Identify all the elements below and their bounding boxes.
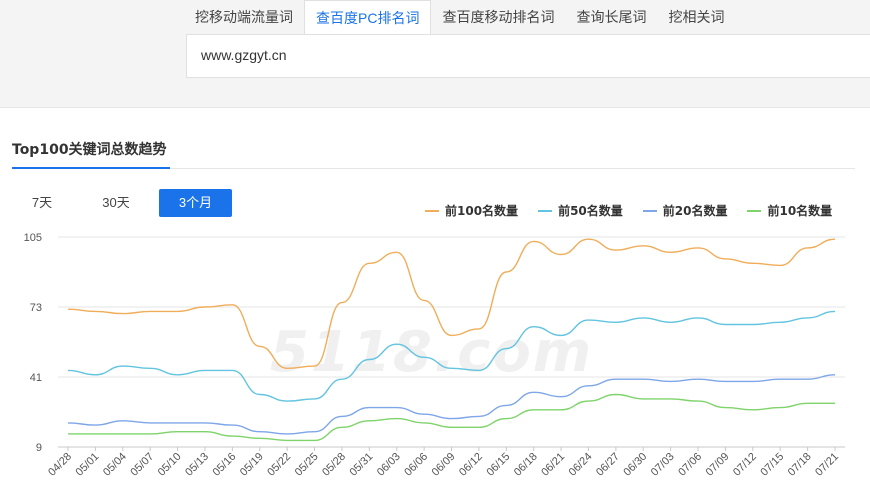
y-tick-label: 9 bbox=[36, 442, 42, 454]
top-panel: 挖移动端流量词 查百度PC排名词 查百度移动排名词 查询长尾词 挖相关词 bbox=[0, 0, 870, 108]
legend-item-top10[interactable]: 前10名数量 bbox=[747, 202, 832, 219]
x-tick-label: 05/04 bbox=[101, 451, 129, 479]
section-title-underline bbox=[12, 167, 170, 169]
legend-label-top100: 前100名数量 bbox=[445, 204, 519, 218]
x-tick-label: 06/18 bbox=[512, 451, 540, 479]
range-30-days-button[interactable]: 30天 bbox=[102, 195, 130, 210]
legend-swatch-top10 bbox=[747, 209, 762, 212]
x-tick-label: 07/03 bbox=[649, 451, 677, 479]
tab-bar: 挖移动端流量词 查百度PC排名词 查百度移动排名词 查询长尾词 挖相关词 bbox=[184, 0, 735, 35]
legend-label-top10: 前10名数量 bbox=[767, 204, 833, 218]
range-3-months-button[interactable]: 3个月 bbox=[159, 189, 232, 217]
x-tick-label: 04/28 bbox=[46, 451, 74, 479]
x-tick-label: 07/15 bbox=[758, 451, 786, 479]
x-tick-label: 06/03 bbox=[375, 451, 403, 479]
legend-item-top20[interactable]: 前20名数量 bbox=[642, 202, 728, 219]
legend-item-top100[interactable]: 前100名数量 bbox=[425, 202, 518, 219]
x-tick-label: 07/18 bbox=[786, 451, 814, 479]
x-tick-label: 06/15 bbox=[484, 451, 512, 479]
legend-swatch-top20 bbox=[642, 209, 657, 212]
x-tick-label: 05/01 bbox=[74, 451, 102, 479]
legend-swatch-top50 bbox=[538, 209, 553, 212]
legend-label-top20: 前20名数量 bbox=[662, 204, 728, 218]
legend-item-top50[interactable]: 前50名数量 bbox=[538, 202, 623, 219]
x-tick-label: 07/06 bbox=[676, 451, 704, 479]
search-box bbox=[186, 34, 870, 78]
x-tick-label: 05/25 bbox=[293, 451, 321, 479]
series-line-1 bbox=[67, 310, 836, 402]
tab-long-tail-words[interactable]: 查询长尾词 bbox=[576, 9, 647, 25]
tab-related-words[interactable]: 挖相关词 bbox=[668, 9, 725, 25]
legend-label-top50: 前50名数量 bbox=[558, 204, 623, 218]
x-tick-label: 05/13 bbox=[183, 451, 211, 479]
x-tick-label: 06/30 bbox=[621, 451, 649, 479]
x-tick-label: 05/22 bbox=[265, 451, 293, 479]
x-tick-label: 05/28 bbox=[320, 451, 348, 479]
y-tick-label: 41 bbox=[30, 372, 42, 384]
tab-baidu-mobile-rank-words[interactable]: 查百度移动排名词 bbox=[442, 9, 555, 25]
series-line-0 bbox=[67, 238, 836, 370]
x-tick-label: 07/21 bbox=[813, 451, 841, 479]
tab-baidu-pc-rank-words[interactable]: 查百度PC排名词 bbox=[304, 0, 432, 35]
domain-input[interactable] bbox=[201, 47, 801, 63]
chart-legend: 前100名数量 前50名数量 前20名数量 前10名数量 bbox=[425, 202, 852, 219]
tab-mobile-traffic-words[interactable]: 挖移动端流量词 bbox=[195, 9, 293, 25]
range-7-days-button[interactable]: 7天 bbox=[31, 195, 53, 210]
x-tick-label: 05/07 bbox=[128, 451, 156, 479]
y-tick-label: 105 bbox=[24, 232, 42, 244]
x-tick-label: 06/24 bbox=[567, 451, 595, 479]
series-line-3 bbox=[68, 393, 835, 442]
x-tick-label: 07/12 bbox=[731, 451, 759, 479]
x-tick-label: 05/19 bbox=[238, 451, 266, 479]
x-tick-label: 05/10 bbox=[156, 451, 184, 479]
x-tick-label: 05/31 bbox=[347, 451, 375, 479]
x-tick-label: 06/21 bbox=[539, 451, 567, 479]
y-tick-label: 73 bbox=[30, 302, 42, 314]
x-tick-label: 06/06 bbox=[402, 451, 430, 479]
x-tick-label: 06/12 bbox=[457, 451, 485, 479]
legend-swatch-top100 bbox=[425, 209, 439, 212]
x-tick-label: 07/09 bbox=[704, 451, 732, 479]
section-title: Top100关键词总数趋势 bbox=[12, 142, 167, 158]
series-line-2 bbox=[67, 374, 836, 435]
x-tick-label: 05/16 bbox=[211, 451, 239, 479]
section-divider bbox=[12, 168, 855, 169]
x-tick-label: 06/09 bbox=[430, 451, 458, 479]
x-tick-label: 06/27 bbox=[594, 451, 622, 479]
